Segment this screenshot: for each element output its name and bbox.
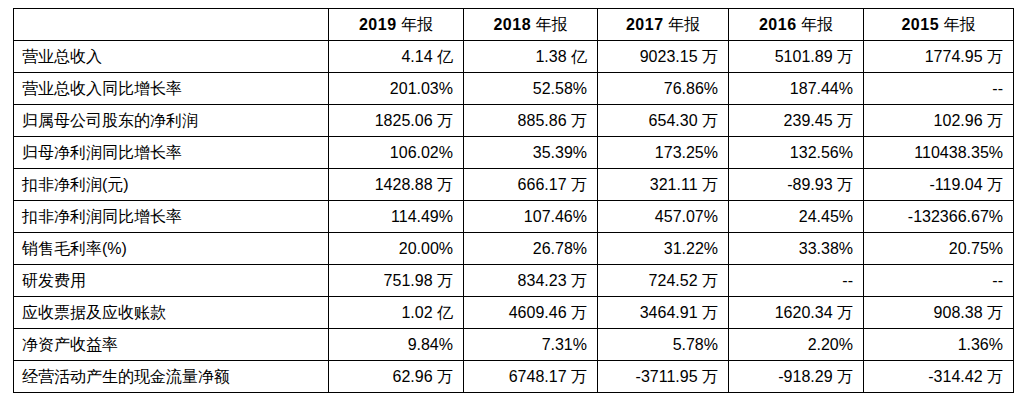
cell-2019: 751.98 万 [329,265,464,297]
cell-2016: 187.44% [729,73,864,105]
year-number: 2016 [759,16,797,33]
cell-2019: 1428.88 万 [329,169,464,201]
cell-2015: 1.36% [864,329,1014,361]
cell-2019: 114.49% [329,201,464,233]
financial-summary-page: 2019 年报2018 年报2017 年报2016 年报2015 年报 营业总收… [0,0,1036,406]
column-header-2019: 2019 年报 [329,9,464,41]
row-label: 营业总收入 [14,41,329,73]
cell-2015: 908.38 万 [864,297,1014,329]
year-number: 2015 [901,16,939,33]
cell-2019: 201.03% [329,73,464,105]
cell-2019: 20.00% [329,233,464,265]
cell-2015: 1774.95 万 [864,41,1014,73]
cell-2016: -918.29 万 [729,361,864,393]
cell-2015: 102.96 万 [864,105,1014,137]
cell-2017: 3464.91 万 [598,297,729,329]
table-row: 净资产收益率9.84%7.31%5.78%2.20%1.36% [14,329,1014,361]
cell-2019: 9.84% [329,329,464,361]
cell-2017: 5.78% [598,329,729,361]
table-row: 营业总收入4.14 亿1.38 亿9023.15 万5101.89 万1774.… [14,41,1014,73]
header-row: 2019 年报2018 年报2017 年报2016 年报2015 年报 [14,9,1014,41]
cell-2015: -- [864,73,1014,105]
table-row: 归母净利润同比增长率106.02%35.39%173.25%132.56%110… [14,137,1014,169]
cell-2018: 885.86 万 [464,105,598,137]
table-row: 归属母公司股东的净利润1825.06 万885.86 万654.30 万239.… [14,105,1014,137]
table-row: 研发费用751.98 万834.23 万724.52 万---- [14,265,1014,297]
row-label: 销售毛利率(%) [14,233,329,265]
cell-2016: -89.93 万 [729,169,864,201]
cell-2016: 2.20% [729,329,864,361]
cell-2016: -- [729,265,864,297]
cell-2016: 24.45% [729,201,864,233]
year-suffix: 年报 [668,16,700,33]
cell-2017: 31.22% [598,233,729,265]
cell-2018: 4609.46 万 [464,297,598,329]
row-label: 归母净利润同比增长率 [14,137,329,169]
table-row: 销售毛利率(%)20.00%26.78%31.22%33.38%20.75% [14,233,1014,265]
cell-2015: -119.04 万 [864,169,1014,201]
cell-2017: 724.52 万 [598,265,729,297]
cell-2017: -3711.95 万 [598,361,729,393]
row-label: 应收票据及应收账款 [14,297,329,329]
cell-2015: 110438.35% [864,137,1014,169]
cell-2018: 7.31% [464,329,598,361]
row-label: 营业总收入同比增长率 [14,73,329,105]
cell-2018: 666.17 万 [464,169,598,201]
cell-2019: 106.02% [329,137,464,169]
cell-2017: 173.25% [598,137,729,169]
table-row: 经营活动产生的现金流量净额62.96 万6748.17 万-3711.95 万-… [14,361,1014,393]
row-label: 研发费用 [14,265,329,297]
cell-2018: 35.39% [464,137,598,169]
cell-2016: 1620.34 万 [729,297,864,329]
cell-2018: 107.46% [464,201,598,233]
year-suffix: 年报 [801,16,833,33]
column-header-2015: 2015 年报 [864,9,1014,41]
table-row: 应收票据及应收账款1.02 亿4609.46 万3464.91 万1620.34… [14,297,1014,329]
row-label: 净资产收益率 [14,329,329,361]
cell-2018: 6748.17 万 [464,361,598,393]
cell-2016: 33.38% [729,233,864,265]
row-label: 扣非净利润同比增长率 [14,201,329,233]
cell-2018: 52.58% [464,73,598,105]
cell-2017: 321.11 万 [598,169,729,201]
cell-2019: 4.14 亿 [329,41,464,73]
cell-2017: 9023.15 万 [598,41,729,73]
column-header-2017: 2017 年报 [598,9,729,41]
year-number: 2018 [493,16,531,33]
cell-2016: 5101.89 万 [729,41,864,73]
cell-2015: -132366.67% [864,201,1014,233]
cell-2015: -- [864,265,1014,297]
table-row: 扣非净利润(元)1428.88 万666.17 万321.11 万-89.93 … [14,169,1014,201]
cell-2015: 20.75% [864,233,1014,265]
cell-2019: 1825.06 万 [329,105,464,137]
cell-2017: 76.86% [598,73,729,105]
financial-summary-table: 2019 年报2018 年报2017 年报2016 年报2015 年报 营业总收… [13,8,1014,393]
table-row: 扣非净利润同比增长率114.49%107.46%457.07%24.45%-13… [14,201,1014,233]
cell-2017: 654.30 万 [598,105,729,137]
cell-2018: 834.23 万 [464,265,598,297]
column-header-2018: 2018 年报 [464,9,598,41]
table-row: 营业总收入同比增长率201.03%52.58%76.86%187.44%-- [14,73,1014,105]
corner-cell [14,9,329,41]
row-label: 扣非净利润(元) [14,169,329,201]
year-number: 2019 [359,16,397,33]
cell-2017: 457.07% [598,201,729,233]
year-suffix: 年报 [401,16,433,33]
table-body: 营业总收入4.14 亿1.38 亿9023.15 万5101.89 万1774.… [14,41,1014,393]
cell-2016: 132.56% [729,137,864,169]
cell-2019: 1.02 亿 [329,297,464,329]
cell-2019: 62.96 万 [329,361,464,393]
cell-2015: -314.42 万 [864,361,1014,393]
year-suffix: 年报 [536,16,568,33]
year-suffix: 年报 [944,16,976,33]
row-label: 经营活动产生的现金流量净额 [14,361,329,393]
row-label: 归属母公司股东的净利润 [14,105,329,137]
cell-2016: 239.45 万 [729,105,864,137]
cell-2018: 1.38 亿 [464,41,598,73]
year-number: 2017 [626,16,664,33]
column-header-2016: 2016 年报 [729,9,864,41]
cell-2018: 26.78% [464,233,598,265]
